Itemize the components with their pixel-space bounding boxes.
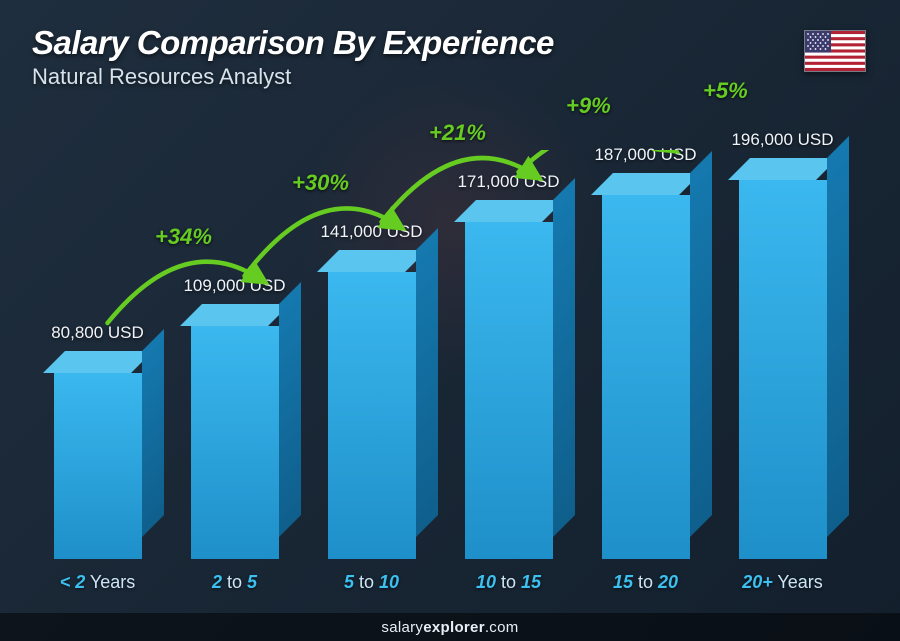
bar-category-label: 15 to 20	[613, 572, 678, 593]
bar-category-label: 2 to 5	[212, 572, 257, 593]
bar-slot: 80,800 USD< 2 Years	[36, 150, 159, 559]
bar-side-face	[416, 228, 438, 537]
bar-slot: 187,000 USD15 to 20	[584, 150, 707, 559]
growth-label: +9%	[566, 93, 611, 119]
bar-category-label: 5 to 10	[344, 572, 399, 593]
bar-value-label: 109,000 USD	[183, 276, 285, 296]
bar-front-face	[54, 373, 142, 559]
bar-value-label: 141,000 USD	[320, 222, 422, 242]
bar-front-face	[328, 272, 416, 559]
bar-value-label: 171,000 USD	[457, 172, 559, 192]
bar-side-face	[279, 282, 301, 537]
brand-prefix: salary	[381, 619, 423, 636]
bar-side-face	[142, 329, 164, 537]
bar-slot: 171,000 USD10 to 15	[447, 150, 570, 559]
bar-side-face	[827, 136, 849, 537]
bar	[54, 351, 142, 559]
growth-label: +21%	[429, 120, 486, 146]
bar-value-label: 187,000 USD	[594, 145, 696, 165]
bar-front-face	[465, 222, 553, 559]
bar-front-face	[191, 326, 279, 559]
bar-slot: 109,000 USD2 to 5	[173, 150, 296, 559]
bar-top-face	[454, 200, 564, 222]
bar	[328, 250, 416, 559]
chart-title: Salary Comparison By Experience	[32, 24, 554, 62]
bar-front-face	[739, 180, 827, 559]
country-flag-icon	[804, 30, 866, 72]
bar-top-face	[180, 304, 290, 326]
brand-bold: explorer	[423, 619, 485, 636]
bar	[191, 304, 279, 559]
bar-value-label: 196,000 USD	[731, 130, 833, 150]
bar-top-face	[43, 351, 153, 373]
bar-slot: 141,000 USD5 to 10	[310, 150, 433, 559]
bar-side-face	[553, 178, 575, 537]
bar	[602, 173, 690, 559]
footer-brand: salaryexplorer.com	[381, 619, 518, 636]
bar-top-face	[728, 158, 838, 180]
growth-label: +30%	[292, 170, 349, 196]
bar-top-face	[591, 173, 701, 195]
chart-header: Salary Comparison By Experience Natural …	[32, 24, 554, 90]
footer: salaryexplorer.com	[0, 613, 900, 641]
bar-front-face	[602, 195, 690, 559]
bar-top-face	[317, 250, 427, 272]
bar	[465, 200, 553, 559]
growth-label: +5%	[703, 78, 748, 104]
bar-side-face	[690, 151, 712, 537]
brand-suffix: .com	[485, 619, 519, 636]
bar-category-label: 20+ Years	[742, 572, 823, 593]
bar-category-label: < 2 Years	[60, 572, 136, 593]
bar-chart: 80,800 USD< 2 Years109,000 USD2 to 5141,…	[36, 150, 844, 559]
bar-value-label: 80,800 USD	[51, 323, 144, 343]
bar	[739, 158, 827, 559]
growth-label: +34%	[155, 224, 212, 250]
chart-subtitle: Natural Resources Analyst	[32, 64, 554, 90]
bar-slot: 196,000 USD20+ Years	[721, 150, 844, 559]
bar-category-label: 10 to 15	[476, 572, 541, 593]
